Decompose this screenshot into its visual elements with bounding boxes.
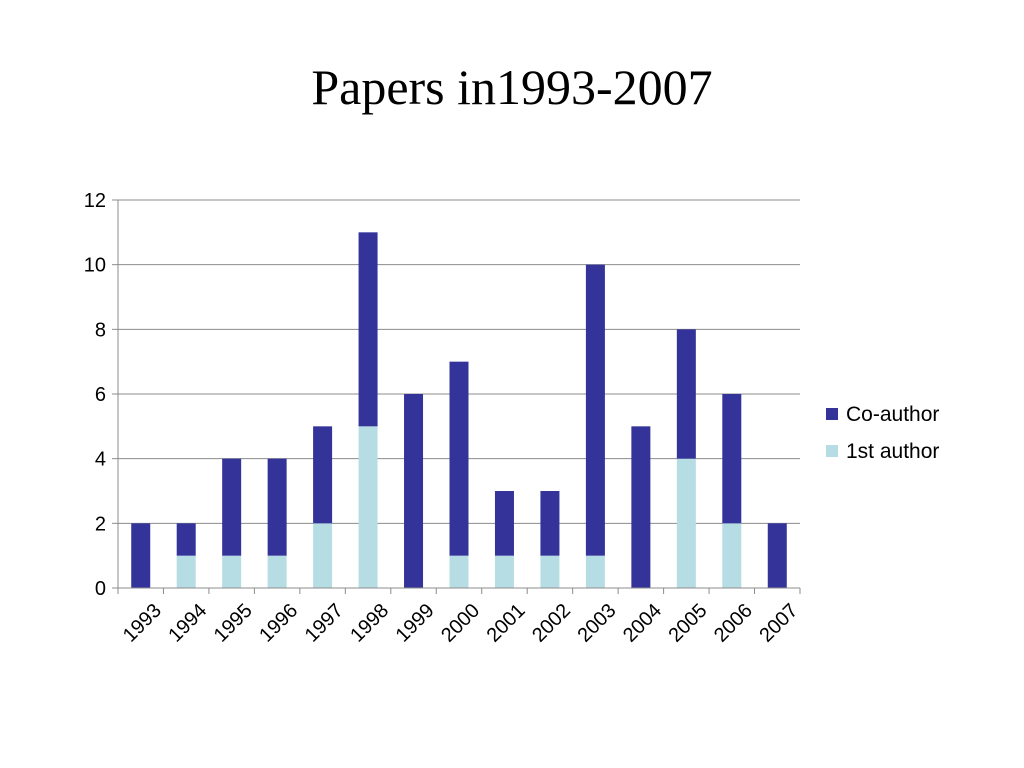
x-tick-label: 2003 [574,600,621,647]
x-tick-label: 2001 [483,600,530,647]
bar-1st-author-2000 [449,555,469,588]
bar-co-author-2000 [449,361,469,556]
legend-label: Co-author [846,403,939,426]
bar-co-author-2002 [540,491,560,556]
bar-1st-author-2002 [540,555,560,588]
bar-co-author-1997 [313,426,333,524]
bar-1st-author-1997 [313,523,333,588]
bar-co-author-1994 [176,523,196,556]
x-tick-label: 2006 [710,600,757,647]
legend: Co-author 1st author [826,403,939,463]
slide-title: Papers in1993-2007 [311,59,713,115]
bar-1st-author-2003 [585,555,605,588]
bar-co-author-2001 [494,491,514,556]
bar-co-author-1993 [131,523,151,588]
x-tick-label: 1999 [392,600,439,647]
y-tick-label: 12 [84,190,106,212]
x-tick-label: 2004 [619,600,666,647]
bar-co-author-2003 [585,264,605,556]
x-tick-label: 1997 [301,600,348,647]
x-tick-label: 1994 [164,600,211,647]
y-tick-label: 8 [95,319,106,341]
bar-1st-author-1995 [222,555,242,588]
bars [131,232,787,588]
y-tick-label: 10 [84,255,106,277]
axes [112,199,801,594]
bar-1st-author-1998 [358,426,378,588]
y-tick-label: 6 [95,384,106,406]
x-tick-label: 1993 [119,600,166,647]
bar-1st-author-1994 [176,555,196,588]
x-tick-label: 1998 [346,600,393,647]
bar-1st-author-2005 [676,458,696,588]
x-tick-label: 1995 [210,600,257,647]
bar-co-author-1996 [267,458,287,556]
y-tick-label: 2 [95,513,106,535]
bar-1st-author-2006 [722,523,742,588]
bar-co-author-2006 [722,394,742,524]
x-tick-label: 2005 [664,600,711,647]
bar-co-author-2005 [676,329,696,459]
y-tick-label: 0 [95,578,106,600]
bar-1st-author-1996 [267,555,287,588]
x-tick-label: 2007 [755,600,802,647]
y-tick-labels: 0 2 4 6 8 10 12 [84,190,106,600]
bar-co-author-2007 [767,523,787,588]
legend-swatch [826,445,838,457]
x-tick-labels: 1993199419951996199719981999200020012002… [119,600,803,647]
bar-co-author-2004 [631,426,651,588]
x-tick-label: 2002 [528,600,575,647]
bar-1st-author-2001 [494,555,514,588]
bar-co-author-1995 [222,458,242,556]
x-tick-label: 1996 [255,600,302,647]
bar-co-author-1998 [358,232,378,427]
bar-co-author-1999 [404,394,424,588]
y-tick-label: 4 [95,449,106,471]
legend-label: 1st author [846,440,939,463]
legend-swatch [826,408,838,420]
x-tick-label: 2000 [437,600,484,647]
